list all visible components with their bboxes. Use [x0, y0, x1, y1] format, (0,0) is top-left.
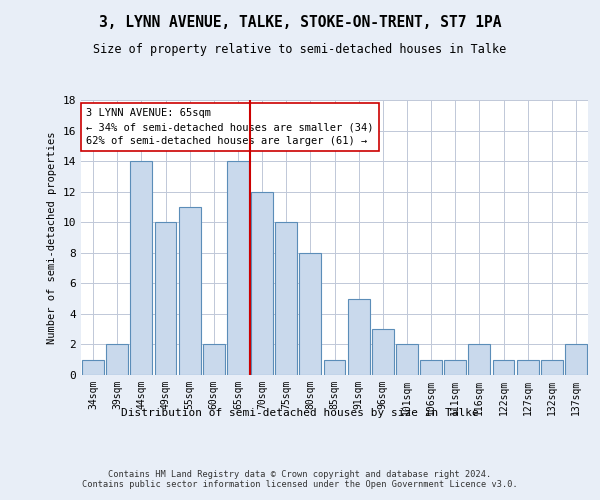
Bar: [420, 360, 442, 375]
Bar: [82, 360, 104, 375]
Bar: [227, 161, 249, 375]
Bar: [155, 222, 176, 375]
Bar: [106, 344, 128, 375]
Bar: [493, 360, 514, 375]
Text: Size of property relative to semi-detached houses in Talke: Size of property relative to semi-detach…: [94, 42, 506, 56]
Bar: [469, 344, 490, 375]
Y-axis label: Number of semi-detached properties: Number of semi-detached properties: [47, 131, 57, 344]
Bar: [541, 360, 563, 375]
Bar: [445, 360, 466, 375]
Bar: [203, 344, 224, 375]
Text: 3, LYNN AVENUE, TALKE, STOKE-ON-TRENT, ST7 1PA: 3, LYNN AVENUE, TALKE, STOKE-ON-TRENT, S…: [99, 15, 501, 30]
Text: Contains HM Land Registry data © Crown copyright and database right 2024.
Contai: Contains HM Land Registry data © Crown c…: [82, 470, 518, 490]
Bar: [275, 222, 297, 375]
Bar: [179, 207, 200, 375]
Bar: [372, 329, 394, 375]
Bar: [251, 192, 273, 375]
Bar: [323, 360, 346, 375]
Bar: [565, 344, 587, 375]
Bar: [348, 298, 370, 375]
Text: 3 LYNN AVENUE: 65sqm
← 34% of semi-detached houses are smaller (34)
62% of semi-: 3 LYNN AVENUE: 65sqm ← 34% of semi-detac…: [86, 108, 374, 146]
Text: Distribution of semi-detached houses by size in Talke: Distribution of semi-detached houses by …: [121, 408, 479, 418]
Bar: [517, 360, 539, 375]
Bar: [396, 344, 418, 375]
Bar: [130, 161, 152, 375]
Bar: [299, 253, 321, 375]
